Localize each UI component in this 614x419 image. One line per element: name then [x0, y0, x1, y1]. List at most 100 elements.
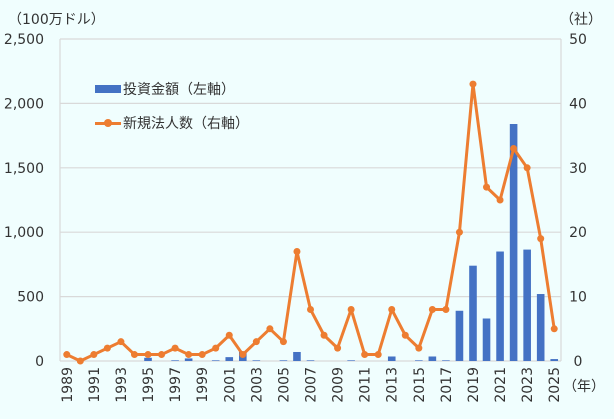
- investment-bar: [184, 358, 193, 361]
- line-marker: [198, 351, 206, 359]
- investment-bar: [428, 356, 437, 361]
- investment-bar: [509, 124, 518, 362]
- investment-bar: [171, 360, 179, 361]
- x-tick-label: 1995: [141, 367, 157, 403]
- left-tick-label: 500: [17, 290, 44, 306]
- x-tick-label: 2009: [331, 367, 347, 403]
- x-tick-label: 2015: [412, 367, 428, 403]
- investment-bar: [211, 360, 220, 361]
- line-marker: [388, 305, 396, 313]
- right-tick-label: 20: [569, 225, 587, 241]
- line-marker: [469, 80, 477, 88]
- investment-bar: [536, 294, 545, 361]
- line-marker: [239, 351, 247, 359]
- investment-bar: [279, 360, 288, 361]
- investment-bar: [387, 356, 396, 361]
- line-marker: [415, 344, 423, 352]
- legend-label-investment: 投資金額（左軸）: [123, 82, 235, 98]
- line-marker: [428, 305, 436, 313]
- line-marker: [171, 344, 179, 352]
- x-tick-label: 1989: [60, 367, 76, 403]
- line-marker: [537, 235, 545, 243]
- x-tick-label: 2025: [547, 367, 563, 403]
- x-tick-label: 1997: [168, 367, 184, 403]
- line-marker: [523, 164, 531, 172]
- line-marker: [212, 344, 220, 352]
- line-marker: [158, 351, 166, 359]
- line-swatch-icon: [95, 118, 121, 127]
- line-marker: [130, 351, 138, 359]
- x-tick-label: 2001: [222, 367, 238, 403]
- right-tick-label: 50: [569, 32, 587, 48]
- right-tick-label: 0: [574, 354, 583, 370]
- investment-bar: [144, 357, 152, 361]
- line-marker: [90, 351, 98, 359]
- left-tick-label: 2,500: [4, 32, 44, 48]
- left-tick-label: 1,000: [4, 225, 44, 241]
- investment-bar: [550, 359, 559, 361]
- line-marker: [496, 196, 504, 204]
- line-marker: [266, 325, 274, 333]
- line-marker: [252, 338, 260, 346]
- right-tick-label: 10: [569, 290, 587, 306]
- investment-bar: [293, 351, 301, 361]
- left-tick-label: 2,000: [4, 96, 44, 112]
- legend-item-new-companies: 新規法人数（右軸）: [95, 112, 249, 134]
- investment-bar: [347, 360, 355, 361]
- line-marker: [374, 351, 382, 359]
- investment-bar: [469, 265, 477, 361]
- legend: 投資金額（左軸） 新規法人数（右軸）: [95, 78, 249, 146]
- x-tick-label: 2005: [276, 367, 292, 403]
- x-tick-label: 1993: [114, 367, 130, 403]
- line-marker: [76, 357, 84, 365]
- line-marker: [185, 351, 193, 359]
- x-axis-unit: （年）: [563, 379, 605, 395]
- right-tick-label: 30: [569, 161, 587, 177]
- line-marker: [144, 351, 152, 359]
- line-marker: [307, 305, 314, 313]
- x-tick-label: 2007: [304, 367, 320, 403]
- line-marker: [293, 248, 301, 256]
- x-tick-label: 2023: [520, 367, 536, 403]
- line-marker: [510, 144, 518, 152]
- right-axis-unit: （社）: [560, 12, 602, 28]
- line-marker: [361, 351, 369, 359]
- line-marker: [334, 344, 342, 352]
- line-marker: [63, 351, 71, 359]
- line-marker: [320, 331, 328, 339]
- investment-bar: [252, 360, 261, 361]
- investment-bar: [306, 360, 315, 361]
- left-tick-label: 1,500: [4, 161, 44, 177]
- x-tick-label: 2019: [466, 367, 482, 403]
- investment-bar: [496, 251, 504, 361]
- line-marker: [117, 338, 125, 346]
- legend-label-new-companies: 新規法人数（右軸）: [123, 116, 249, 132]
- investment-bar: [482, 318, 491, 361]
- x-tick-label: 2021: [493, 367, 509, 403]
- investment-bar: [455, 310, 464, 361]
- left-axis-unit: （100万ドル）: [8, 12, 105, 28]
- x-tick-label: 1991: [87, 367, 103, 403]
- investment-bar: [415, 360, 423, 361]
- line-marker: [401, 331, 409, 339]
- line-marker: [483, 183, 491, 191]
- investment-bar: [523, 249, 531, 361]
- right-tick-label: 40: [569, 96, 587, 112]
- left-tick-label: 0: [35, 354, 44, 370]
- line-marker: [442, 305, 450, 313]
- line-marker: [347, 305, 355, 313]
- bar-swatch-icon: [95, 85, 121, 93]
- line-marker: [550, 325, 558, 333]
- line-marker: [279, 338, 287, 346]
- x-tick-label: 2003: [249, 367, 265, 403]
- x-tick-label: 2011: [358, 367, 374, 403]
- investment-bar: [442, 360, 450, 361]
- investment-bar: [225, 357, 234, 361]
- x-tick-label: 2013: [385, 367, 401, 403]
- line-marker: [225, 331, 233, 339]
- line-marker: [103, 344, 111, 352]
- line-marker: [455, 228, 463, 236]
- x-tick-label: 2017: [439, 367, 455, 403]
- legend-item-investment: 投資金額（左軸）: [95, 78, 249, 100]
